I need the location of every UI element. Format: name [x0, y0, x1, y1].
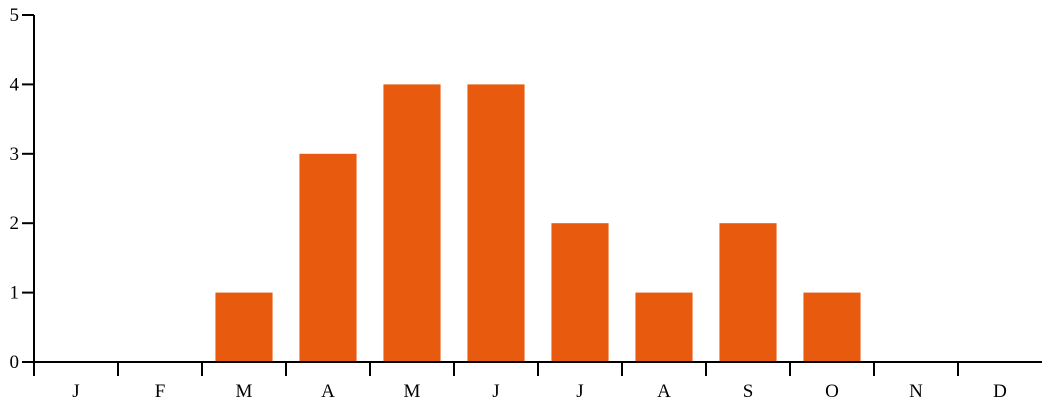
x-tick-label: J [72, 381, 79, 402]
y-axis: 0 1 2 3 4 5 [10, 5, 35, 373]
x-tick-label: A [321, 381, 335, 402]
x-tick-label: F [155, 381, 166, 402]
x-tick-label: S [743, 381, 754, 402]
bar-s-9 [719, 223, 777, 362]
y-tick-label: 2 [10, 213, 20, 234]
x-tick-label: M [236, 381, 253, 402]
bar-a-4 [299, 153, 357, 362]
bars-group [215, 84, 861, 363]
x-tick-label: J [492, 381, 499, 402]
x-tick-label: O [825, 381, 839, 402]
bar-m-3 [215, 292, 273, 362]
y-tick-label: 0 [10, 352, 20, 373]
y-tick-label: 1 [10, 283, 20, 304]
x-tick-label: N [909, 381, 923, 402]
y-tick-label: 5 [10, 5, 20, 26]
y-tick-label: 3 [10, 144, 20, 165]
bar-a-8 [635, 292, 693, 362]
bar-j-6 [467, 84, 525, 363]
x-tick-label: D [993, 381, 1007, 402]
bar-j-7 [551, 223, 609, 362]
bar-m-5 [383, 84, 441, 363]
x-tick-label: A [657, 381, 671, 402]
bar-o-10 [803, 292, 861, 362]
y-tick-label: 4 [10, 74, 20, 95]
x-tick-label: J [576, 381, 583, 402]
x-tick-label: M [404, 381, 421, 402]
